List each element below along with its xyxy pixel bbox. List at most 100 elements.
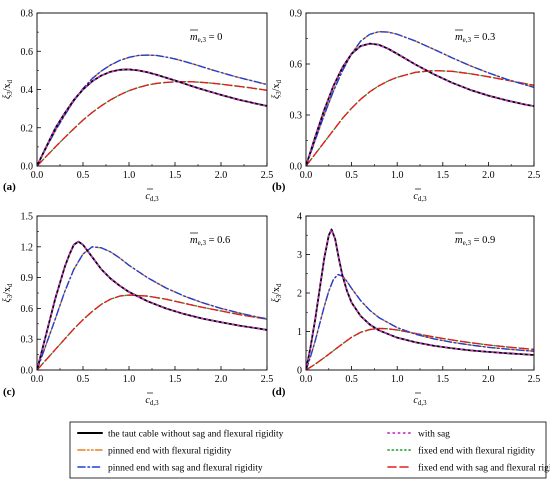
y-axis-label: ξ3/xd bbox=[2, 283, 14, 303]
plot-frame bbox=[36, 12, 268, 167]
y-tick-label: 0.2 bbox=[21, 123, 34, 134]
chart-panel-1: 0.0 0.5 1.0 1.5 2.0 2.5 0.0 0.2 0.4 0.6 0.8 cd,3 ξ3/… bbox=[2, 9, 273, 204]
series-group bbox=[306, 228, 534, 370]
y-tick-label: 0 bbox=[297, 366, 302, 377]
series-group bbox=[37, 54, 267, 166]
y-tick-label: 0.4 bbox=[21, 85, 34, 96]
series-line-taut bbox=[37, 240, 267, 370]
series-line-sag bbox=[306, 228, 534, 370]
y-tick-label: 0.3 bbox=[290, 111, 303, 122]
chart-panel-2: 0.0 0.5 1.0 1.5 2.0 2.5 0.0 0.3 0.6 0.9 cd,3 ξ3/xd m… bbox=[271, 9, 540, 204]
x-tick-label: 1.0 bbox=[391, 374, 404, 385]
series-line-fixed-sag-flex bbox=[306, 69, 534, 166]
x-tick-label: 1.5 bbox=[169, 374, 182, 385]
x-tick-label: 0.0 bbox=[300, 170, 313, 181]
mass-ratio-annotation: me,3 = 0.9 bbox=[455, 235, 495, 247]
series-line-taut bbox=[306, 42, 534, 166]
x-tick-label: 2.0 bbox=[482, 170, 495, 181]
y-axis-label: ξ3/xd bbox=[271, 283, 283, 303]
x-tick-label: 1.5 bbox=[169, 170, 182, 181]
x-tick-label: 0.0 bbox=[300, 374, 313, 385]
y-tick-label: 0.0 bbox=[290, 162, 303, 173]
y-axis-label: ξ3/xd bbox=[2, 79, 14, 99]
x-axis-label: cd,3 bbox=[145, 395, 159, 407]
y-tick-label: 0.6 bbox=[21, 304, 34, 315]
x-tick-label: 0.5 bbox=[77, 170, 90, 181]
y-tick-label: 0.8 bbox=[21, 9, 34, 20]
series-line-pinned-sag-flex bbox=[37, 54, 267, 166]
panel-label: (b) bbox=[272, 181, 286, 193]
x-tick-label: 0.0 bbox=[31, 374, 44, 385]
x-tick-label: 0.5 bbox=[345, 170, 358, 181]
plot-frame bbox=[305, 12, 535, 167]
series-line-fixed-flex bbox=[37, 80, 267, 166]
series-line-pinned-sag-flex bbox=[306, 31, 534, 166]
legend-label-taut: the taut cable without sag and flexural … bbox=[108, 429, 284, 440]
panel-label: (a) bbox=[3, 181, 16, 193]
legend-label-pinned-sag-flex: pinned end with sag and flexural rigidit… bbox=[108, 463, 263, 474]
x-axis-label: cd,3 bbox=[145, 191, 159, 203]
panel-label: (d) bbox=[272, 386, 286, 398]
x-tick-label: 2.5 bbox=[528, 170, 541, 181]
y-tick-label: 1 bbox=[297, 327, 302, 338]
series-line-fixed-sag-flex bbox=[37, 294, 267, 370]
x-tick-label: 2.0 bbox=[482, 374, 495, 385]
series-line-pinned-sag-flex bbox=[306, 273, 534, 370]
series-line-sag bbox=[306, 42, 534, 166]
y-tick-label: 0.0 bbox=[21, 162, 34, 173]
y-tick-label: 4 bbox=[297, 212, 302, 223]
x-axis-label: cd,3 bbox=[413, 395, 427, 407]
y-tick-label: 1.2 bbox=[21, 242, 34, 253]
x-tick-label: 1.0 bbox=[391, 170, 404, 181]
y-tick-label: 0.9 bbox=[290, 9, 303, 20]
mass-ratio-annotation: me,3 = 0.3 bbox=[455, 32, 495, 44]
plot-frame bbox=[305, 215, 535, 371]
y-tick-label: 0.9 bbox=[21, 273, 34, 284]
series-line-pinned-flex bbox=[306, 273, 534, 370]
series-line-sag bbox=[37, 68, 267, 166]
panel-label: (c) bbox=[3, 386, 16, 398]
mass-ratio-annotation: me,3 = 0.6 bbox=[190, 235, 230, 247]
x-tick-label: 2.5 bbox=[261, 374, 274, 385]
series-line-sag bbox=[37, 240, 267, 370]
x-tick-label: 1.5 bbox=[437, 170, 450, 181]
series-group bbox=[306, 31, 534, 166]
x-tick-label: 2.5 bbox=[261, 170, 274, 181]
chart-panel-4: 0.0 0.5 1.0 1.5 2.0 2.5 0 1 2 3 4 cd,3 ξ3/xd me,3 = 0… bbox=[271, 212, 540, 408]
legend: the taut cable without sag and flexural … bbox=[69, 421, 550, 479]
y-tick-label: 3 bbox=[297, 250, 302, 261]
y-tick-label: 0.3 bbox=[21, 335, 34, 346]
x-tick-label: 2.5 bbox=[528, 374, 541, 385]
x-tick-label: 0.0 bbox=[31, 170, 44, 181]
legend-label-fixed-flex: fixed end with flexural rigidity bbox=[418, 446, 535, 457]
x-tick-label: 1.0 bbox=[123, 374, 136, 385]
series-line-fixed-sag-flex bbox=[37, 80, 267, 166]
series-line-pinned-sag-flex bbox=[37, 246, 267, 370]
y-tick-label: 1.5 bbox=[21, 212, 34, 223]
x-tick-label: 2.0 bbox=[215, 170, 228, 181]
y-tick-label: 2 bbox=[297, 289, 302, 300]
series-line-fixed-sag-flex bbox=[306, 327, 534, 370]
legend-label-fixed-sag-flex: fixed end with sag and flexural rigidity bbox=[418, 463, 550, 474]
legend-box bbox=[69, 421, 547, 479]
series-group bbox=[37, 240, 267, 370]
series-line-fixed-flex bbox=[306, 327, 534, 370]
x-tick-label: 0.5 bbox=[345, 374, 358, 385]
series-line-taut bbox=[306, 228, 534, 370]
plot-frame bbox=[36, 215, 268, 371]
series-line-fixed-flex bbox=[306, 69, 534, 166]
x-tick-label: 1.5 bbox=[437, 374, 450, 385]
y-axis-label: ξ3/xd bbox=[271, 79, 283, 99]
legend-label-sag: with sag bbox=[418, 430, 450, 440]
mass-ratio-annotation: me,3 = 0 bbox=[190, 32, 222, 44]
x-axis-label: cd,3 bbox=[413, 191, 427, 203]
x-tick-label: 1.0 bbox=[123, 170, 136, 181]
series-line-pinned-flex bbox=[37, 54, 267, 166]
y-tick-label: 0.6 bbox=[21, 47, 34, 58]
x-tick-label: 2.0 bbox=[215, 374, 228, 385]
chart-panel-3: 0.0 0.5 1.0 1.5 2.0 2.5 0.0 0.3 0.6 0.9 1.2 1.5 cd,3… bbox=[2, 212, 273, 408]
series-line-pinned-flex bbox=[37, 246, 267, 370]
x-tick-label: 0.5 bbox=[77, 374, 90, 385]
y-tick-label: 0.6 bbox=[290, 60, 303, 71]
